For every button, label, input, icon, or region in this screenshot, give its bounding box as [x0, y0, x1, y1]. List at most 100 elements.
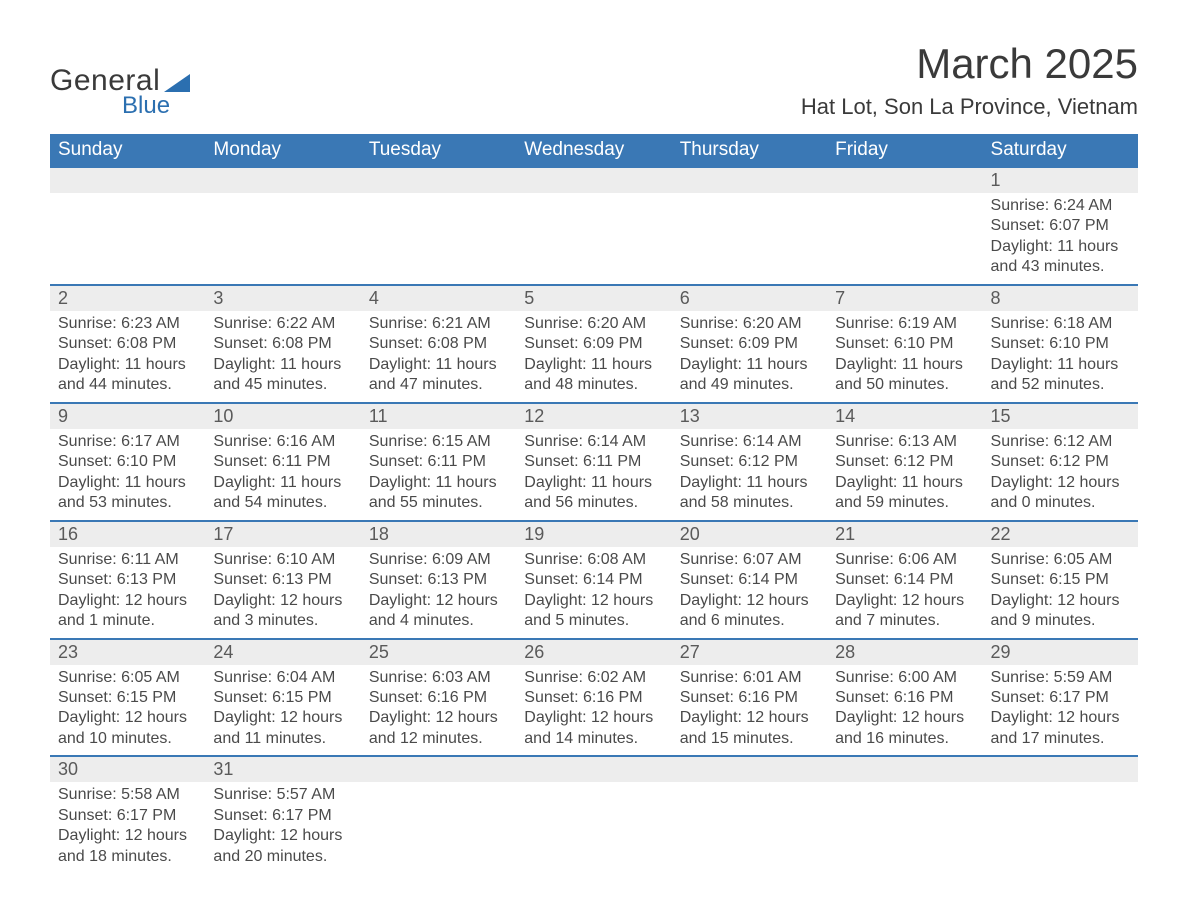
day-data-cell: Sunrise: 5:58 AMSunset: 6:17 PMDaylight:…: [50, 782, 205, 873]
day-data-cell: [827, 193, 982, 285]
daylight-line: Daylight: 11 hours and 53 minutes.: [58, 473, 197, 514]
day-number-cell: 1: [983, 167, 1138, 193]
sunset-line: Sunset: 6:10 PM: [835, 334, 974, 354]
sunrise-line: Sunrise: 6:21 AM: [369, 314, 508, 334]
data-row: Sunrise: 6:17 AMSunset: 6:10 PMDaylight:…: [50, 429, 1138, 521]
day-number-cell: 28: [827, 639, 982, 665]
daylight-line: Daylight: 12 hours and 17 minutes.: [991, 708, 1130, 749]
day-number-cell: 30: [50, 756, 205, 782]
day-data-cell: [516, 193, 671, 285]
day-number-cell: 5: [516, 285, 671, 311]
day-data-cell: Sunrise: 6:19 AMSunset: 6:10 PMDaylight:…: [827, 311, 982, 403]
day-data-cell: Sunrise: 6:24 AMSunset: 6:07 PMDaylight:…: [983, 193, 1138, 285]
sunrise-line: Sunrise: 6:09 AM: [369, 550, 508, 570]
day-data-cell: Sunrise: 6:07 AMSunset: 6:14 PMDaylight:…: [672, 547, 827, 639]
day-number-cell: 14: [827, 403, 982, 429]
day-header: Wednesday: [516, 134, 671, 167]
day-header: Thursday: [672, 134, 827, 167]
sunset-line: Sunset: 6:14 PM: [524, 570, 663, 590]
sunset-line: Sunset: 6:15 PM: [991, 570, 1130, 590]
day-data-cell: [672, 193, 827, 285]
day-data-cell: [361, 193, 516, 285]
daylight-line: Daylight: 11 hours and 47 minutes.: [369, 355, 508, 396]
data-row: Sunrise: 6:24 AMSunset: 6:07 PMDaylight:…: [50, 193, 1138, 285]
day-header: Tuesday: [361, 134, 516, 167]
sunset-line: Sunset: 6:16 PM: [835, 688, 974, 708]
daylight-line: Daylight: 12 hours and 20 minutes.: [213, 826, 352, 867]
daylight-line: Daylight: 11 hours and 48 minutes.: [524, 355, 663, 396]
page-title: March 2025: [801, 40, 1138, 88]
data-row: Sunrise: 6:11 AMSunset: 6:13 PMDaylight:…: [50, 547, 1138, 639]
title-block: March 2025 Hat Lot, Son La Province, Vie…: [801, 40, 1138, 120]
sunrise-line: Sunrise: 6:05 AM: [991, 550, 1130, 570]
sunrise-line: Sunrise: 6:12 AM: [991, 432, 1130, 452]
sunset-line: Sunset: 6:15 PM: [213, 688, 352, 708]
sunset-line: Sunset: 6:12 PM: [680, 452, 819, 472]
header: General Blue March 2025 Hat Lot, Son La …: [50, 40, 1138, 120]
daylight-line: Daylight: 11 hours and 58 minutes.: [680, 473, 819, 514]
daylight-line: Daylight: 12 hours and 11 minutes.: [213, 708, 352, 749]
day-number-cell: 22: [983, 521, 1138, 547]
day-number-cell: 17: [205, 521, 360, 547]
sunset-line: Sunset: 6:09 PM: [524, 334, 663, 354]
day-data-cell: [672, 782, 827, 873]
daylight-line: Daylight: 12 hours and 4 minutes.: [369, 591, 508, 632]
sunrise-line: Sunrise: 6:18 AM: [991, 314, 1130, 334]
day-data-cell: Sunrise: 6:11 AMSunset: 6:13 PMDaylight:…: [50, 547, 205, 639]
daylight-line: Daylight: 12 hours and 14 minutes.: [524, 708, 663, 749]
sunset-line: Sunset: 6:10 PM: [991, 334, 1130, 354]
day-number-cell: 3: [205, 285, 360, 311]
day-number-cell: 15: [983, 403, 1138, 429]
day-data-cell: [516, 782, 671, 873]
daylight-line: Daylight: 11 hours and 55 minutes.: [369, 473, 508, 514]
day-number-cell: 21: [827, 521, 982, 547]
daynum-row: 3031: [50, 756, 1138, 782]
daylight-line: Daylight: 11 hours and 43 minutes.: [991, 237, 1130, 278]
day-number-cell: 13: [672, 403, 827, 429]
sunset-line: Sunset: 6:12 PM: [991, 452, 1130, 472]
day-number-cell: 6: [672, 285, 827, 311]
day-number-cell: 8: [983, 285, 1138, 311]
day-number-cell: 7: [827, 285, 982, 311]
day-data-cell: Sunrise: 6:15 AMSunset: 6:11 PMDaylight:…: [361, 429, 516, 521]
logo-triangle-icon: [164, 74, 190, 92]
sunrise-line: Sunrise: 6:11 AM: [58, 550, 197, 570]
day-number-cell: 29: [983, 639, 1138, 665]
day-number-cell: 31: [205, 756, 360, 782]
day-data-cell: Sunrise: 6:08 AMSunset: 6:14 PMDaylight:…: [516, 547, 671, 639]
calendar-table: Sunday Monday Tuesday Wednesday Thursday…: [50, 134, 1138, 873]
day-data-cell: Sunrise: 6:03 AMSunset: 6:16 PMDaylight:…: [361, 665, 516, 757]
daylight-line: Daylight: 12 hours and 3 minutes.: [213, 591, 352, 632]
sunset-line: Sunset: 6:08 PM: [58, 334, 197, 354]
daylight-line: Daylight: 11 hours and 52 minutes.: [991, 355, 1130, 396]
day-number-cell: 11: [361, 403, 516, 429]
sunrise-line: Sunrise: 6:19 AM: [835, 314, 974, 334]
daylight-line: Daylight: 12 hours and 15 minutes.: [680, 708, 819, 749]
day-data-cell: Sunrise: 5:57 AMSunset: 6:17 PMDaylight:…: [205, 782, 360, 873]
daylight-line: Daylight: 11 hours and 56 minutes.: [524, 473, 663, 514]
sunset-line: Sunset: 6:12 PM: [835, 452, 974, 472]
sunrise-line: Sunrise: 6:03 AM: [369, 668, 508, 688]
day-data-cell: [205, 193, 360, 285]
sunset-line: Sunset: 6:07 PM: [991, 216, 1130, 236]
data-row: Sunrise: 5:58 AMSunset: 6:17 PMDaylight:…: [50, 782, 1138, 873]
day-number-cell: [827, 167, 982, 193]
daylight-line: Daylight: 12 hours and 12 minutes.: [369, 708, 508, 749]
sunrise-line: Sunrise: 6:05 AM: [58, 668, 197, 688]
day-data-cell: Sunrise: 6:18 AMSunset: 6:10 PMDaylight:…: [983, 311, 1138, 403]
sunrise-line: Sunrise: 6:17 AM: [58, 432, 197, 452]
day-data-cell: Sunrise: 6:14 AMSunset: 6:12 PMDaylight:…: [672, 429, 827, 521]
day-number-cell: [672, 756, 827, 782]
daylight-line: Daylight: 12 hours and 18 minutes.: [58, 826, 197, 867]
sunset-line: Sunset: 6:16 PM: [524, 688, 663, 708]
sunrise-line: Sunrise: 5:57 AM: [213, 785, 352, 805]
day-data-cell: Sunrise: 5:59 AMSunset: 6:17 PMDaylight:…: [983, 665, 1138, 757]
logo-text-blue: Blue: [122, 92, 170, 120]
day-data-cell: Sunrise: 6:00 AMSunset: 6:16 PMDaylight:…: [827, 665, 982, 757]
daylight-line: Daylight: 12 hours and 16 minutes.: [835, 708, 974, 749]
day-header: Saturday: [983, 134, 1138, 167]
daylight-line: Daylight: 12 hours and 9 minutes.: [991, 591, 1130, 632]
day-header: Sunday: [50, 134, 205, 167]
day-data-cell: Sunrise: 6:14 AMSunset: 6:11 PMDaylight:…: [516, 429, 671, 521]
day-data-cell: Sunrise: 6:09 AMSunset: 6:13 PMDaylight:…: [361, 547, 516, 639]
